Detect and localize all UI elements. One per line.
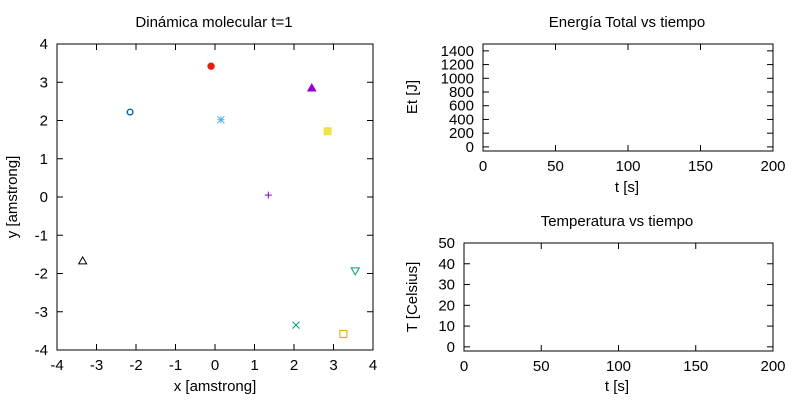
molecular-dynamics-ytick-label: 3 bbox=[40, 74, 48, 91]
molecular-dynamics-xtick-label: 2 bbox=[290, 357, 298, 374]
molecular-dynamics-xtick-label: 1 bbox=[250, 357, 258, 374]
total-energy-ytick-label: 1000 bbox=[441, 70, 474, 87]
molecular-dynamics-ytick-label: -2 bbox=[35, 266, 48, 283]
temperature-ytick-label: 10 bbox=[438, 318, 455, 335]
molecular-dynamics-xtick-label: 4 bbox=[369, 357, 377, 374]
molecular-dynamics-xtick-label: -1 bbox=[169, 357, 182, 374]
data-point-cross bbox=[292, 321, 300, 329]
total-energy-xtick-label: 50 bbox=[547, 158, 564, 175]
temperature-ticks: 0 50 100 150 200 0 10 20 30 40 50 bbox=[438, 235, 785, 375]
data-point-square-filled bbox=[323, 127, 332, 136]
molecular-dynamics-xtick-label: -4 bbox=[50, 357, 63, 374]
molecular-dynamics-ytick-label: 2 bbox=[40, 113, 48, 130]
total-energy-xtick-label: 150 bbox=[688, 158, 713, 175]
molecular-dynamics-points bbox=[77, 62, 361, 338]
temperature-ytick-label: 0 bbox=[447, 339, 455, 356]
data-point-circle-filled bbox=[207, 62, 215, 70]
molecular-dynamics-xtick-label: -2 bbox=[129, 357, 142, 374]
total-energy-panel: Energía Total vs tiempo 0 50 100 150 2000200… bbox=[404, 14, 786, 196]
data-point-triangle-filled bbox=[306, 82, 317, 92]
temperature-ylabel: T [Celsius] bbox=[404, 262, 421, 333]
total-energy-title: Energía Total vs tiempo bbox=[549, 14, 705, 31]
temperature-ytick-label: 50 bbox=[438, 235, 455, 252]
molecular-dynamics-ytick-label: 1 bbox=[40, 151, 48, 168]
total-energy-xtick-label: 200 bbox=[760, 158, 785, 175]
temperature-xtick-label: 150 bbox=[683, 358, 708, 375]
temperature-ytick-label: 30 bbox=[438, 277, 455, 294]
data-point-circle-open bbox=[126, 108, 134, 116]
temperature-xtick-label: 200 bbox=[760, 358, 785, 375]
temperature-xtick-label: 50 bbox=[533, 358, 550, 375]
molecular-dynamics-ytick-label: -4 bbox=[35, 342, 48, 359]
total-energy-ytick-label: 800 bbox=[449, 84, 474, 101]
total-energy-ytick-label: 200 bbox=[449, 125, 474, 142]
total-energy-xtick-label: 0 bbox=[479, 158, 487, 175]
molecular-dynamics-xtick-label: 0 bbox=[211, 357, 219, 374]
total-energy-ylabel: Et [J] bbox=[404, 80, 421, 114]
temperature-xtick-label: 0 bbox=[460, 358, 468, 375]
molecular-dynamics-ytick-label: -1 bbox=[35, 227, 48, 244]
molecular-dynamics-ytick-label: -3 bbox=[35, 304, 48, 321]
molecular-dynamics-ticks: -4 -3 -2 -1 0 1 2 3 4 -4 -3 -2 -1 0 1 2 3 4 bbox=[35, 36, 378, 374]
molecular-dynamics-xtick-label: -3 bbox=[90, 357, 103, 374]
temperature-title: Temperatura vs tiempo bbox=[541, 213, 694, 230]
total-energy-xtick-label: 100 bbox=[615, 158, 640, 175]
molecular-dynamics-ytick-label: 4 bbox=[40, 36, 48, 53]
temperature-ytick-label: 40 bbox=[438, 256, 455, 273]
data-point-plus bbox=[264, 191, 272, 199]
total-energy-ytick-label: 0 bbox=[466, 139, 474, 156]
molecular-dynamics-ytick-label: 0 bbox=[40, 189, 48, 206]
temperature-xtick-label: 100 bbox=[606, 358, 631, 375]
molecular-dynamics-xtick-label: 3 bbox=[329, 357, 337, 374]
temperature-ytick-label: 20 bbox=[438, 297, 455, 314]
molecular-dynamics-panel: Dinámica molecular t=1 -4 -3 -2 -1 0 1 2 3 4 -4 -3… bbox=[4, 14, 377, 395]
total-energy-ytick-label: 600 bbox=[449, 98, 474, 115]
molecular-dynamics-xlabel: x [amstrong] bbox=[174, 378, 257, 395]
molecular-dynamics-title: Dinámica molecular t=1 bbox=[135, 14, 292, 31]
molecular-dynamics-ylabel: y [amstrong] bbox=[4, 156, 21, 239]
total-energy-ytick-label: 400 bbox=[449, 111, 474, 128]
temperature-xlabel: t [s] bbox=[605, 378, 629, 395]
total-energy-ytick-label: 1400 bbox=[441, 43, 474, 60]
total-energy-ytick-label: 1200 bbox=[441, 57, 474, 74]
total-energy-xlabel: t [s] bbox=[615, 179, 639, 196]
data-point-triangle-down-open bbox=[350, 267, 361, 276]
data-point-star bbox=[217, 115, 225, 124]
temperature-panel: Temperatura vs tiempo 0 50 100 150 200 0 10 20 3… bbox=[404, 213, 786, 395]
data-point-square-open bbox=[339, 329, 348, 338]
data-point-triangle-open bbox=[77, 255, 88, 265]
